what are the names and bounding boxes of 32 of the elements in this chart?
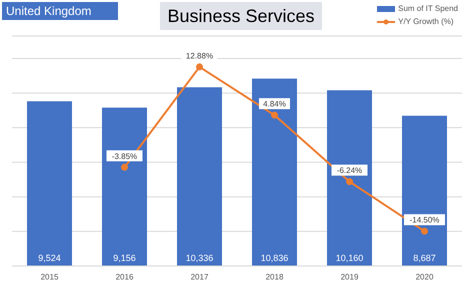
point (196, 63, 203, 70)
x-tick-label: 2018 (266, 272, 284, 282)
data-label: 4.84% (263, 100, 286, 109)
x-tick-label: 2020 (416, 272, 434, 282)
point (421, 228, 428, 235)
x-tick-label: 2016 (116, 272, 134, 282)
data-label: 10,336 (186, 253, 214, 263)
point (271, 112, 278, 119)
legend-label: Sum of IT Spend (398, 4, 458, 13)
data-label: -14.50% (410, 216, 440, 225)
chart-subtitle: United Kingdom (2, 2, 118, 20)
data-label: 8,687 (413, 253, 436, 263)
data-label: 12.88% (186, 51, 214, 60)
bar (402, 116, 447, 266)
data-label: -3.85% (112, 152, 138, 161)
x-tick-label: 2017 (190, 272, 209, 282)
data-label: -6.24% (336, 166, 362, 176)
legend-label: Y/Y Growth (%) (398, 17, 454, 26)
bar (252, 78, 297, 266)
data-label: 10,836 (260, 253, 288, 263)
bar (27, 101, 72, 266)
data-label: 10,160 (336, 253, 364, 263)
data-label: 9,156 (113, 253, 136, 263)
x-tick-label: 2019 (340, 272, 359, 282)
point (346, 178, 353, 186)
data-label: 9,524 (38, 253, 61, 263)
bar (102, 108, 147, 266)
x-tick-label: 2015 (40, 272, 59, 282)
point (121, 164, 128, 171)
bar (177, 87, 222, 266)
bar (327, 90, 372, 266)
chart-title: Business Services (160, 2, 322, 30)
